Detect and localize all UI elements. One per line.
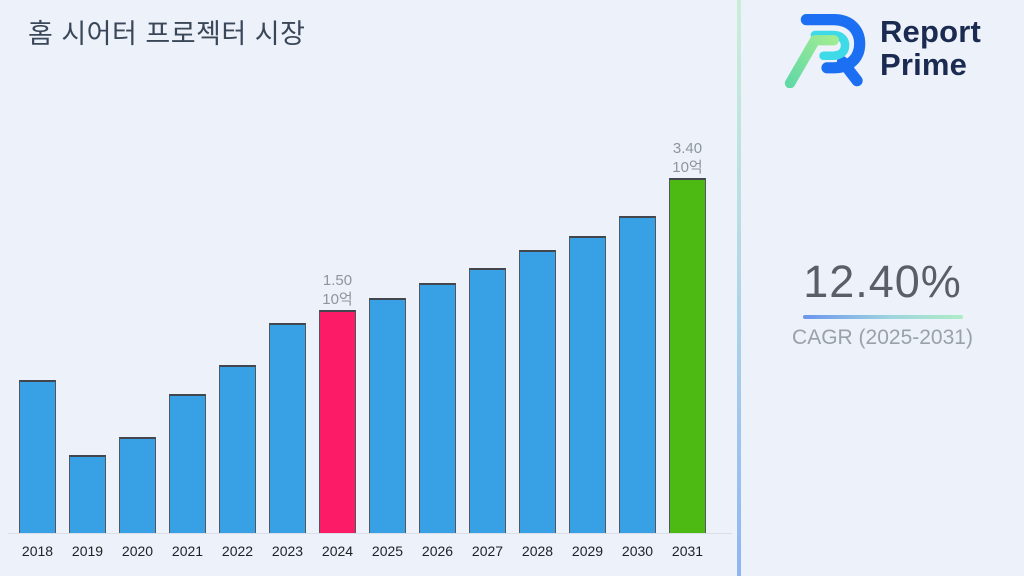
bar-series: 1.50 10억 3.40 10억: [19, 140, 706, 533]
brand-wordmark: Report Prime: [880, 15, 981, 81]
cagr-stat: 12.40% CAGR (2025-2031): [741, 256, 1024, 350]
cagr-value: 12.40%: [803, 256, 962, 307]
cagr-label: CAGR (2025-2031): [792, 326, 973, 349]
x-axis-label-2028: 2028: [521, 543, 554, 559]
x-axis-label-2022: 2022: [221, 543, 254, 559]
bar-2019: [69, 455, 106, 533]
bar-2021: [169, 394, 206, 533]
bar-2024: 1.50 10억: [319, 272, 356, 533]
x-axis-line: [8, 533, 732, 534]
bar-chart: 1.50 10억 3.40 10억 2018 2019 2020 2021 2022 2023 2…: [8, 140, 732, 559]
bar-2028: [519, 250, 556, 533]
data-label-2024: 1.50 10억: [322, 272, 353, 308]
x-axis-label-2025: 2025: [371, 543, 404, 559]
x-axis-label-2023: 2023: [271, 543, 304, 559]
x-axis-label-2020: 2020: [121, 543, 154, 559]
bar-2022: [219, 365, 256, 533]
x-axis-label-2030: 2030: [621, 543, 654, 559]
x-axis-label-2021: 2021: [171, 543, 204, 559]
x-axis-label-2024: 2024: [321, 543, 354, 559]
bar-2030: [619, 216, 656, 533]
x-axis-label-2018: 2018: [21, 543, 54, 559]
bar-2020: [119, 437, 156, 533]
report-prime-logo-icon: [784, 8, 870, 88]
bar-2018: [19, 380, 56, 533]
bar-2027: [469, 268, 506, 533]
x-axis-label-2026: 2026: [421, 543, 454, 559]
x-axis-labels: 2018 2019 2020 2021 2022 2023 2024 2025 2026 2027…: [19, 543, 706, 559]
cagr-underline: [802, 315, 963, 319]
brand-line-1: Report: [879, 14, 982, 49]
data-label-2031: 3.40 10억: [672, 140, 703, 176]
bar-2029: [569, 236, 606, 533]
bar-2031: 3.40 10억: [669, 140, 706, 533]
x-axis-label-2027: 2027: [471, 543, 504, 559]
x-axis-label-2019: 2019: [71, 543, 104, 559]
page-title: 홈 시어터 프로젝터 시장: [28, 19, 306, 49]
bar-2023: [269, 323, 306, 533]
brand-line-2: Prime: [879, 47, 968, 82]
x-axis-label-2029: 2029: [571, 543, 604, 559]
bar-2026: [419, 283, 456, 533]
x-axis-label-2031: 2031: [671, 543, 704, 559]
report-prime-logo: Report Prime: [741, 8, 1024, 88]
info-panel: Report Prime 12.40% CAGR (2025-2031): [741, 0, 1024, 576]
panel-divider: [737, 0, 741, 576]
bar-2025: [369, 298, 406, 533]
